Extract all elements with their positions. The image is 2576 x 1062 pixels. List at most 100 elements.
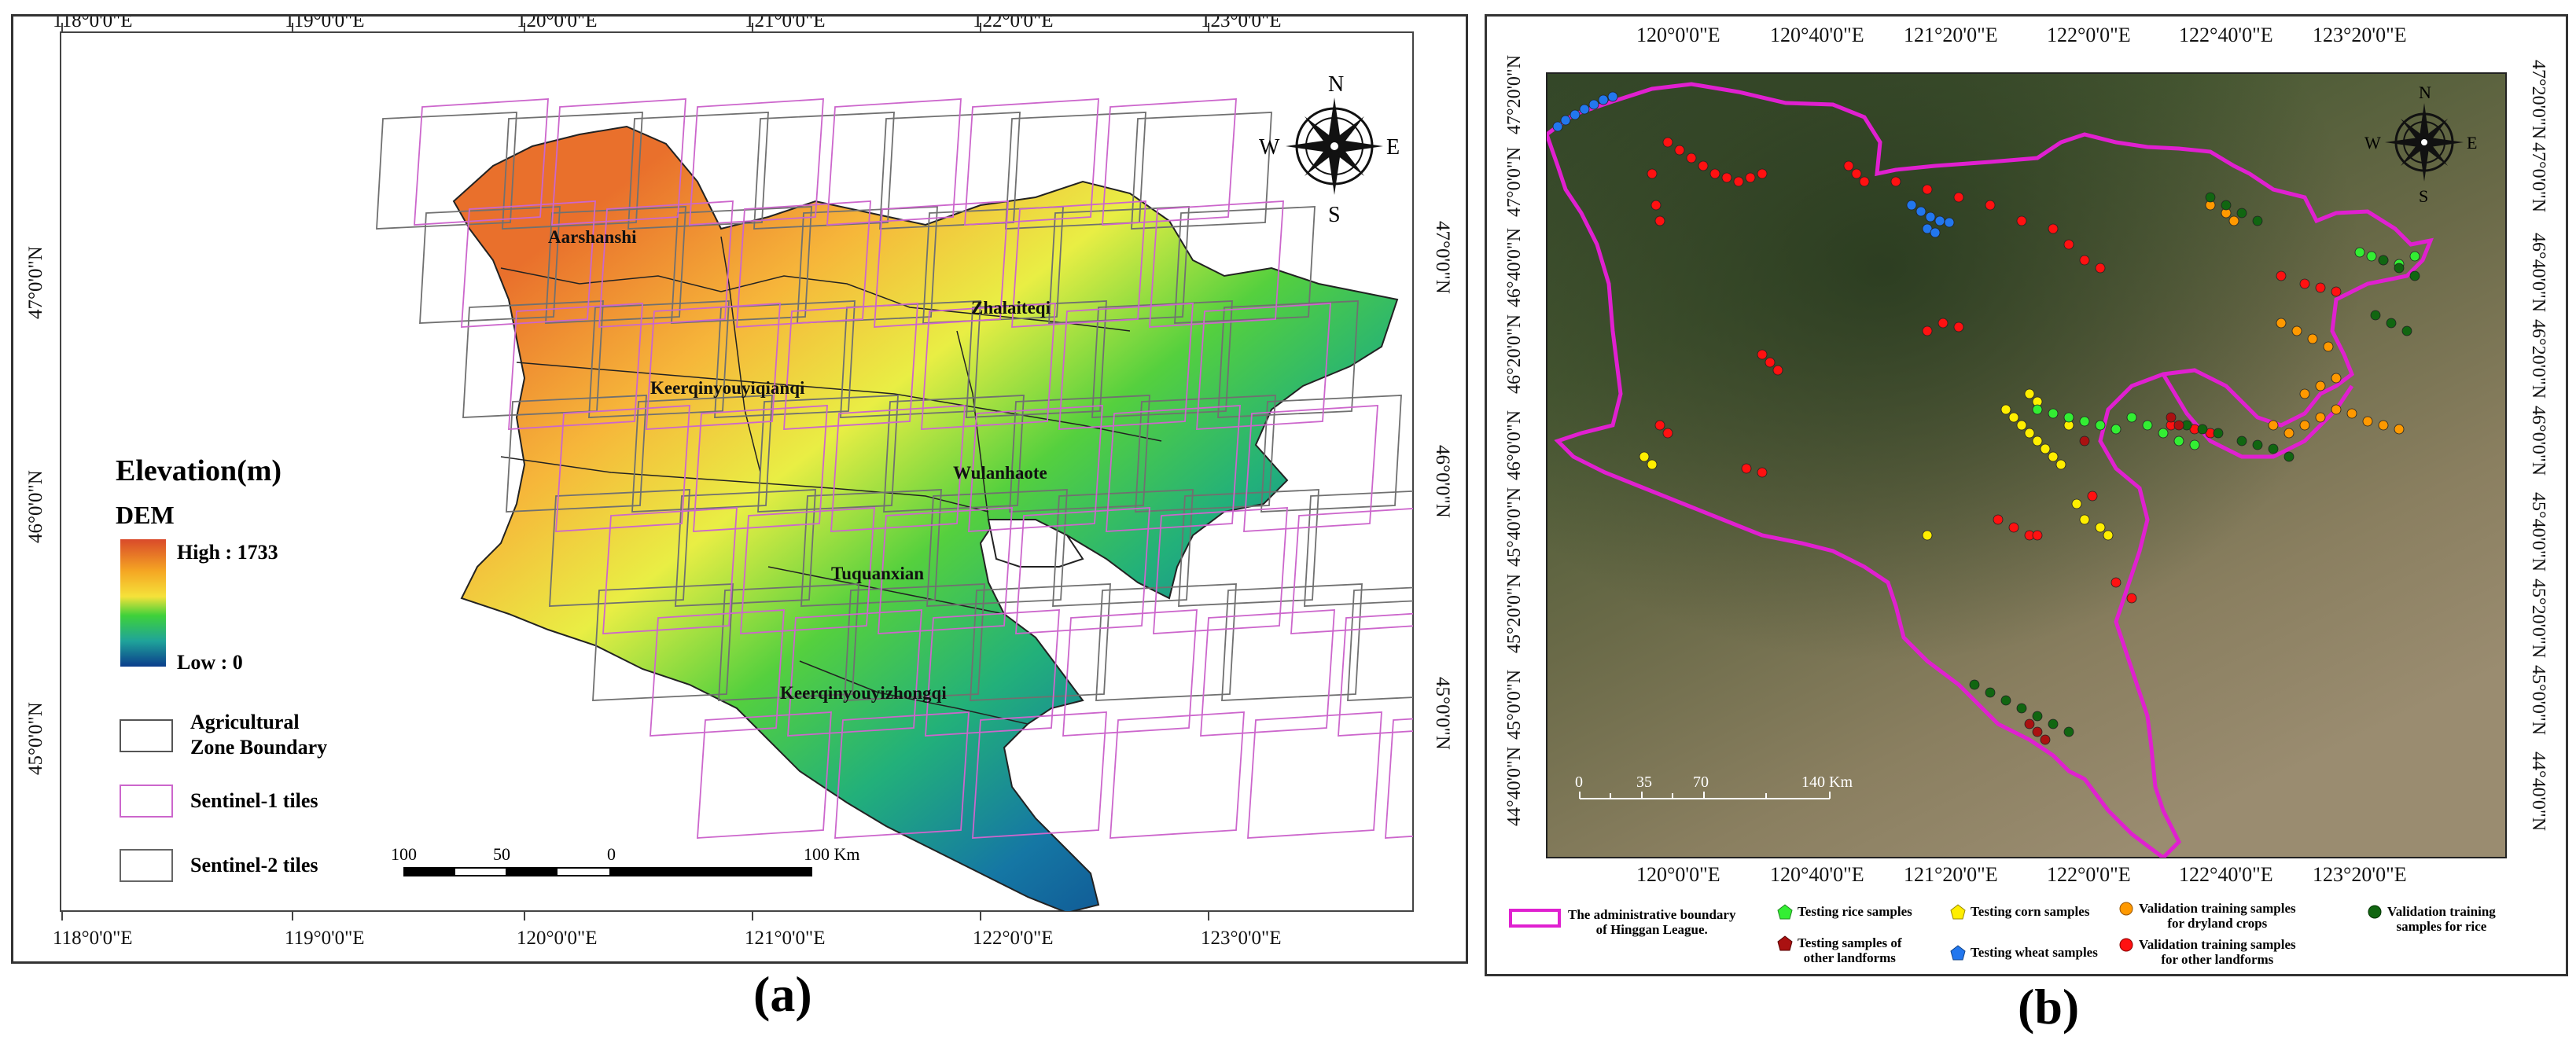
sample-point: [2079, 514, 2090, 525]
sample-point: [1944, 217, 1955, 228]
sample-point: [2323, 341, 2334, 352]
tile-footprint: [675, 489, 816, 607]
sample-point: [2228, 215, 2239, 226]
sample-point: [2063, 412, 2074, 423]
lat-label-right-1: 46°0'0"N: [1432, 445, 1453, 518]
b-lat-right: 46°20'0"N: [2528, 319, 2548, 399]
sentinel-2-tiles: [376, 112, 1413, 701]
tile-footprint: [650, 609, 785, 737]
tile-footprint: [830, 405, 966, 532]
b-lat-left: 45°40'0"N: [1504, 487, 1525, 567]
b-lat-left: 47°0'0"N: [1504, 147, 1525, 217]
sample-point: [2016, 703, 2027, 714]
b-lat-left: 46°40'0"N: [1504, 228, 1525, 307]
legend-b-item-validation-rice: Validation training samples for rice: [2367, 904, 2496, 934]
tile-footprint: [1347, 586, 1413, 701]
scale-b-label-3: 140 Km: [1801, 774, 1853, 791]
sample-point: [1757, 349, 1768, 360]
tile-footprint: [506, 395, 647, 513]
lon-label-top-3: 121°0'0"E: [745, 17, 825, 31]
tile-footprint: [1385, 718, 1413, 839]
tile-footprint: [671, 206, 812, 324]
tile-footprint: [1149, 200, 1284, 328]
tile-footprint: [1011, 200, 1146, 328]
circle-icon: [2368, 905, 2382, 919]
b-lon-bottom-4: 122°40'0"E: [2179, 863, 2273, 886]
sample-point: [2315, 282, 2326, 293]
b-lat-right: 46°40'0"N: [2528, 233, 2548, 312]
sample-point: [2142, 420, 2153, 431]
sample-point: [1733, 176, 1744, 187]
sample-point: [2173, 435, 2184, 446]
tile-footprint: [844, 583, 985, 701]
sample-point: [1930, 227, 1941, 238]
tile-footprint: [1052, 489, 1194, 607]
b-lon-bottom-0: 120°0'0"E: [1636, 863, 1720, 886]
sample-point: [1922, 223, 1933, 234]
dem-color-ramp: [120, 539, 166, 667]
tile-footprint: [883, 395, 1025, 513]
sample-point: [2032, 435, 2043, 446]
legend-b-label-boundary: The administrative boundary of Hinggan L…: [1568, 907, 1736, 937]
sample-point: [2276, 318, 2287, 329]
panel-a-map: Aarshanshi Zhalaiteqi Keerqinyouyiqianqi…: [11, 10, 1468, 964]
sample-point: [2040, 734, 2051, 745]
sample-point: [2063, 239, 2074, 250]
b-lon-top-4: 122°40'0"E: [2179, 24, 2273, 46]
b-lat-left: 44°40'0"N: [1504, 747, 1525, 826]
sample-point: [2268, 420, 2279, 431]
legend-b-item-testing-rice: Testing rice samples: [1777, 904, 1912, 920]
sample-point: [2213, 428, 2224, 439]
tile-footprint: [1135, 395, 1276, 513]
sample-point: [1859, 176, 1870, 187]
lon-label-bottom-2: 120°0'0"E: [517, 928, 597, 949]
tile-footprint: [1304, 490, 1413, 607]
scale-a-label-2: 0: [607, 844, 616, 864]
tile-footprint: [627, 112, 769, 230]
sample-point: [1993, 514, 2004, 525]
sample-point: [2048, 408, 2059, 419]
sample-point: [2032, 711, 2043, 722]
sample-point: [2095, 263, 2106, 274]
sample-point: [1922, 530, 1933, 541]
sample-point: [1647, 459, 1658, 470]
sample-point: [2252, 215, 2263, 226]
tile-footprint: [1062, 609, 1198, 737]
compass-rose-b: N S E W: [2364, 83, 2477, 206]
sample-point: [2331, 286, 2342, 297]
b-lat-right: 45°40'0"N: [2528, 492, 2548, 571]
elevation-legend: Elevation(m) DEM High : 1733 Low : 0 Agr…: [116, 454, 327, 882]
legend-b-item-testing-wheat: Testing wheat samples: [1950, 945, 2098, 961]
sample-point: [2016, 215, 2027, 226]
sample-point: [1953, 322, 1964, 333]
legend-b-label-validation-dryland: Validation training samples for dryland …: [2139, 901, 2296, 931]
region-label-wulanhaote: Wulanhaote: [953, 463, 1047, 483]
tile-footprint: [966, 300, 1107, 418]
lat-label-left-0: 47°0'0"N: [25, 246, 46, 319]
sample-point: [2283, 451, 2294, 462]
tile-footprint: [646, 303, 781, 430]
sample-point: [1741, 463, 1752, 474]
sample-point: [2205, 192, 2216, 203]
sample-point: [2079, 435, 2090, 446]
tile-footprint: [549, 489, 690, 607]
scale-a-label-1: 50: [493, 844, 510, 864]
sample-point: [1686, 153, 1697, 164]
tile-footprint: [631, 395, 773, 513]
sample-point: [2299, 420, 2310, 431]
sample-point: [2299, 278, 2310, 289]
sample-point: [1579, 104, 1590, 115]
tile-footprint: [753, 112, 895, 230]
panel-b-map: 120°0'0"E 120°40'0"E 121°20'0"E 122°0'0"…: [1485, 14, 2568, 976]
tile-footprint: [602, 507, 738, 634]
caption-a: (a): [753, 966, 812, 1022]
sample-point: [2401, 325, 2412, 336]
sample-point: [1851, 168, 1862, 179]
sample-point: [2283, 428, 2294, 439]
circle-icon: [2119, 902, 2133, 916]
tile-footprint: [555, 405, 690, 532]
legend-b-label-validation-other: Validation training samples for other la…: [2139, 937, 2296, 967]
tile-footprint: [736, 200, 871, 328]
sample-point: [1560, 115, 1571, 126]
pentagon-icon: [1950, 945, 1966, 961]
